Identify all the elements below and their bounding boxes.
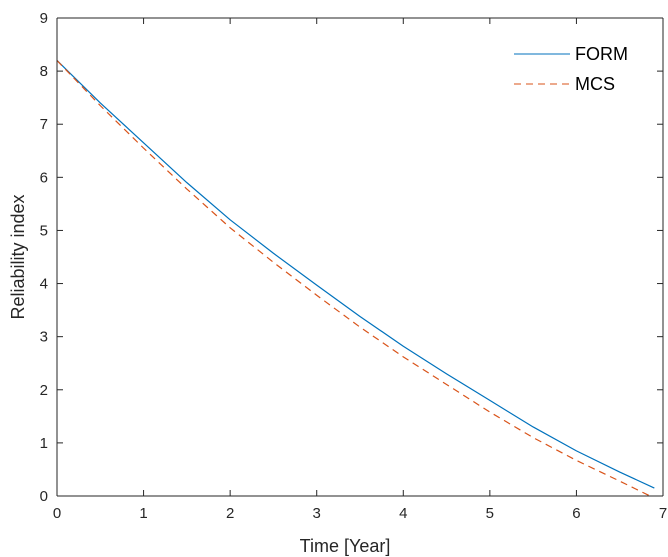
x-tick-label: 0 bbox=[53, 505, 61, 522]
y-axis-label: Reliability index bbox=[8, 194, 28, 319]
y-tick-label: 9 bbox=[40, 10, 48, 27]
y-tick-label: 4 bbox=[40, 276, 48, 293]
x-tick-label: 5 bbox=[486, 505, 494, 522]
y-tick-label: 7 bbox=[40, 116, 48, 133]
y-tick-label: 5 bbox=[40, 222, 48, 239]
x-tick-label: 7 bbox=[659, 505, 667, 522]
legend-form-label: FORM bbox=[575, 44, 628, 64]
series-line-form bbox=[56, 60, 655, 489]
axes-frame bbox=[56, 17, 664, 497]
x-tick-label: 2 bbox=[226, 505, 234, 522]
legend-mcs-label: MCS bbox=[575, 74, 615, 94]
x-tick-label: 4 bbox=[399, 505, 407, 522]
x-ticks: 0 1 2 3 4 5 6 7 bbox=[53, 18, 667, 522]
x-tick-label: 1 bbox=[139, 505, 147, 522]
x-tick-label: 3 bbox=[313, 505, 321, 522]
y-tick-label: 8 bbox=[40, 63, 48, 80]
legend: FORM MCS bbox=[514, 44, 628, 94]
series-line-mcs bbox=[56, 60, 651, 497]
y-tick-label: 3 bbox=[40, 329, 48, 346]
x-tick-label: 6 bbox=[572, 505, 580, 522]
x-axis-label: Time [Year] bbox=[300, 536, 391, 556]
plot-area bbox=[57, 18, 663, 496]
y-tick-label: 0 bbox=[40, 488, 48, 505]
y-tick-label: 2 bbox=[40, 382, 48, 399]
y-tick-label: 1 bbox=[40, 435, 48, 452]
series-layer bbox=[56, 60, 655, 497]
y-ticks: 0 1 2 3 4 5 6 7 8 9 bbox=[40, 10, 663, 505]
y-tick-label: 6 bbox=[40, 169, 48, 186]
